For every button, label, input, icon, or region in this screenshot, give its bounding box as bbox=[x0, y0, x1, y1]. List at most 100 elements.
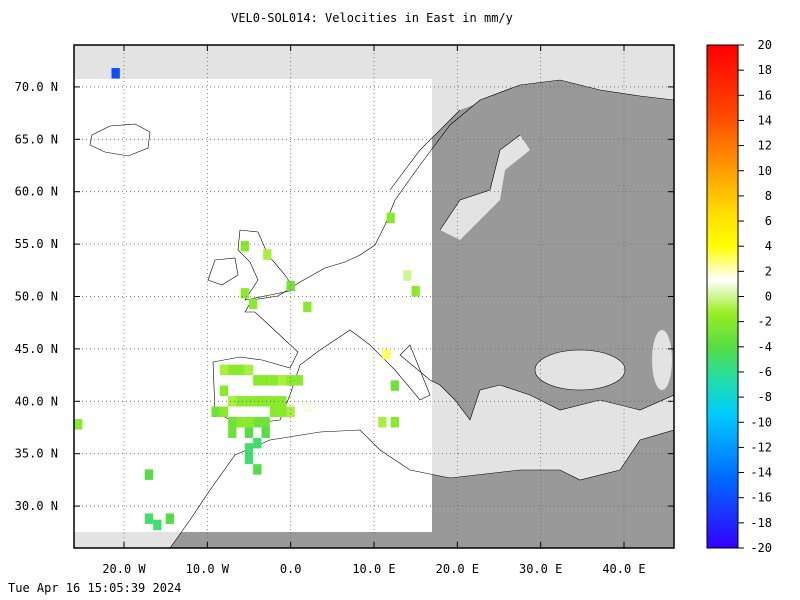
velocity-cell bbox=[253, 464, 262, 475]
velocity-cell bbox=[228, 417, 237, 428]
baltic-sea bbox=[440, 135, 530, 240]
y-tick-label: 65.0 N bbox=[15, 132, 58, 146]
velocity-cell bbox=[411, 286, 420, 297]
velocity-cell bbox=[236, 396, 245, 407]
velocity-cell bbox=[286, 406, 295, 418]
x-tick-label: 20.0 E bbox=[436, 562, 479, 576]
velocity-cell bbox=[244, 364, 254, 376]
colorbar-tick-label: 18 bbox=[758, 63, 772, 77]
velocity-cell bbox=[253, 396, 262, 407]
velocity-cell bbox=[228, 396, 237, 407]
grid bbox=[74, 45, 674, 548]
y-tick-label: 30.0 N bbox=[15, 499, 58, 513]
colorbar-tick-label: 4 bbox=[765, 239, 772, 253]
velocity-cell bbox=[165, 513, 174, 524]
timestamp: Tue Apr 16 15:05:39 2024 bbox=[8, 581, 181, 595]
y-tick-label: 60.0 N bbox=[15, 185, 58, 199]
velocity-cell bbox=[382, 348, 391, 360]
x-tick-label: 10.0 E bbox=[352, 562, 395, 576]
velocity-cell bbox=[244, 396, 254, 407]
x-tick-label: 30.0 E bbox=[519, 562, 562, 576]
black-sea-coast bbox=[534, 349, 626, 391]
colorbar-tick-label: -2 bbox=[758, 315, 772, 329]
black-sea bbox=[535, 350, 625, 390]
y-tick-label: 50.0 N bbox=[15, 290, 58, 304]
velocity-cell bbox=[219, 406, 229, 418]
velocity-cell bbox=[269, 406, 279, 418]
velocity-cell bbox=[261, 427, 270, 438]
velocity-cell bbox=[303, 301, 312, 313]
colorbar-tick-label: 16 bbox=[758, 88, 772, 102]
colorbar-tick-label: 6 bbox=[765, 214, 772, 228]
velocity-cell bbox=[236, 417, 245, 428]
velocity-cell bbox=[244, 443, 254, 454]
velocity-cell bbox=[240, 288, 249, 299]
chart-title: VEL0-SOL014: Velocities in East in mm/y bbox=[231, 11, 513, 25]
colorbar-tick-label: 20 bbox=[758, 38, 772, 52]
velocity-cell bbox=[261, 396, 270, 407]
x-tick-label: 20.0 W bbox=[102, 562, 146, 576]
colorbar bbox=[706, 44, 739, 549]
colorbar-tick-label: -14 bbox=[750, 466, 772, 480]
colorbar-tick-label: -18 bbox=[750, 516, 772, 530]
colorbar-tick-label: 0 bbox=[765, 290, 772, 304]
colorbar-tick-label: 8 bbox=[765, 189, 772, 203]
velocity-cell bbox=[244, 427, 254, 438]
velocity-cell bbox=[403, 270, 412, 281]
british-isles bbox=[207, 229, 296, 301]
velocity-cell bbox=[228, 427, 237, 438]
colorbar-tick-label: -12 bbox=[750, 440, 772, 454]
velocity-cell bbox=[386, 212, 395, 224]
velocity-cell bbox=[261, 417, 270, 428]
colorbar-tick-label: -4 bbox=[758, 340, 772, 354]
iceland bbox=[89, 123, 151, 157]
y-tick-label: 35.0 N bbox=[15, 447, 58, 461]
colorbar-tick-label: -20 bbox=[750, 541, 772, 555]
velocity-cell bbox=[244, 453, 254, 465]
velocity-cell bbox=[294, 375, 304, 386]
x-tick-label: 40.0 E bbox=[602, 562, 645, 576]
x-tick-label: 0.0 bbox=[280, 562, 302, 576]
colorbar-tick-label: -16 bbox=[750, 491, 772, 505]
colorbar-tick-label: 2 bbox=[765, 264, 772, 278]
velocity-cells bbox=[74, 68, 420, 531]
velocity-cell bbox=[111, 68, 120, 79]
velocity-cell bbox=[240, 240, 249, 252]
y-tick-label: 40.0 N bbox=[15, 394, 58, 408]
velocity-cell bbox=[219, 364, 229, 376]
velocity-cell bbox=[278, 375, 287, 386]
x-tick-label: 10.0 W bbox=[186, 562, 230, 576]
velocity-cell bbox=[390, 417, 399, 428]
velocity-cell bbox=[269, 375, 279, 386]
velocity-cell bbox=[378, 333, 387, 344]
y-tick-label: 45.0 N bbox=[15, 342, 58, 356]
colorbar-tick-label: -8 bbox=[758, 390, 772, 404]
velocity-cell bbox=[228, 364, 237, 376]
velocity-cell bbox=[253, 375, 262, 386]
colorbar-ticks: 20181614121086420-2-4-6-8-10-12-14-16-18… bbox=[738, 38, 772, 555]
velocity-cell bbox=[378, 417, 387, 428]
colorbar-tick-label: -10 bbox=[750, 415, 772, 429]
velocity-cell bbox=[303, 401, 312, 412]
velocity-cell bbox=[390, 380, 399, 391]
coastline bbox=[169, 79, 674, 548]
velocity-cell bbox=[144, 513, 154, 524]
colorbar-tick-label: 10 bbox=[758, 164, 772, 178]
colorbar-tick-label: -6 bbox=[758, 365, 772, 379]
velocity-cell bbox=[249, 298, 258, 310]
caspian-sea bbox=[652, 330, 672, 390]
velocity-cell bbox=[74, 419, 83, 430]
velocity-cell bbox=[244, 417, 254, 428]
velocity-cell bbox=[144, 469, 154, 480]
velocity-cell bbox=[253, 437, 262, 449]
velocity-cell bbox=[219, 385, 229, 397]
y-tick-label: 70.0 N bbox=[15, 80, 58, 94]
velocity-cell bbox=[236, 364, 245, 376]
velocity-cell bbox=[153, 519, 162, 531]
velocity-cell bbox=[286, 375, 295, 386]
velocity-cell bbox=[286, 280, 295, 292]
colorbar-tick-label: 14 bbox=[758, 113, 772, 127]
axes: 20.0 W 10.0 W 0.0 10.0 E 20.0 E 30.0 E 40.0 E 3… bbox=[15, 45, 674, 576]
velocity-cell bbox=[253, 417, 262, 428]
